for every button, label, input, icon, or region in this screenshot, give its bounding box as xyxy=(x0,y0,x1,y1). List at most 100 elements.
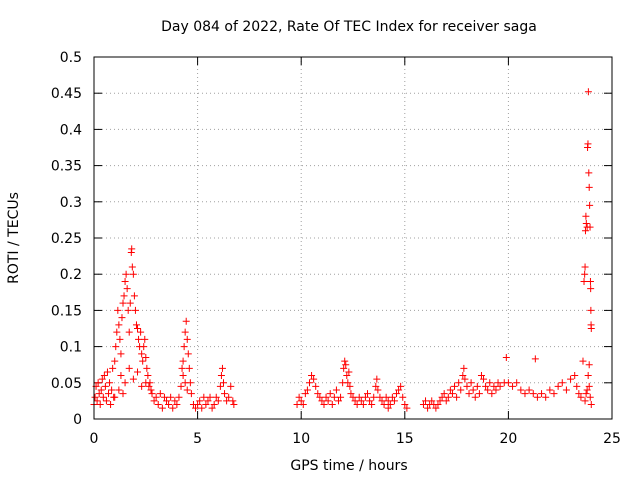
y-tick-label: 0.45 xyxy=(51,86,82,102)
data-point xyxy=(586,277,594,285)
data-point xyxy=(583,386,591,394)
data-point xyxy=(471,393,479,401)
data-point xyxy=(156,390,164,398)
data-point xyxy=(293,401,301,409)
data-point xyxy=(403,404,411,412)
data-point xyxy=(584,140,592,148)
y-tick-label: 0.35 xyxy=(51,159,82,175)
data-point xyxy=(171,397,179,405)
data-point xyxy=(337,393,345,401)
data-point xyxy=(160,393,168,401)
data-point xyxy=(114,306,122,314)
data-point xyxy=(216,382,224,390)
data-point xyxy=(154,401,162,409)
data-point xyxy=(517,386,525,394)
data-point xyxy=(129,270,137,278)
data-point xyxy=(490,382,498,390)
y-tick-label: 0.15 xyxy=(51,303,82,319)
data-point xyxy=(297,397,305,405)
tick-labels: 0 5 10 15 20 25 0 0.05 0.1 0.15 0.2 0.25 0.3 0.35 0.4 0… xyxy=(51,50,621,447)
data-point xyxy=(167,393,175,401)
data-point xyxy=(585,169,593,177)
data-point xyxy=(401,401,409,409)
data-point xyxy=(463,382,471,390)
data-point xyxy=(147,386,155,394)
data-point xyxy=(221,390,229,398)
data-point xyxy=(115,321,123,329)
data-point xyxy=(218,364,226,372)
y-axis-label: ROTI / TECUs xyxy=(6,192,22,284)
data-point xyxy=(140,343,148,351)
x-tick-label: 25 xyxy=(603,431,621,447)
data-point xyxy=(196,397,204,405)
data-point xyxy=(142,353,150,361)
data-point xyxy=(575,390,583,398)
data-point xyxy=(99,393,107,401)
data-point xyxy=(473,382,481,390)
data-point xyxy=(179,372,187,380)
data-point xyxy=(131,306,139,314)
y-tick-label: 0.2 xyxy=(60,267,82,283)
data-point xyxy=(132,321,140,329)
data-point xyxy=(143,364,151,372)
data-point xyxy=(374,386,382,394)
data-point xyxy=(187,390,195,398)
data-point xyxy=(357,397,365,405)
data-point xyxy=(424,404,432,412)
data-point xyxy=(366,397,374,405)
data-point xyxy=(380,401,388,409)
x-tick-label: 5 xyxy=(193,431,202,447)
data-point xyxy=(150,397,158,405)
data-point xyxy=(341,357,349,365)
data-point xyxy=(308,372,316,380)
data-point xyxy=(94,379,102,387)
data-point xyxy=(177,382,185,390)
data-point xyxy=(103,368,111,376)
data-point xyxy=(550,390,558,398)
data-point xyxy=(475,390,483,398)
data-point xyxy=(138,350,146,358)
data-point xyxy=(182,317,190,325)
data-point xyxy=(453,393,461,401)
data-point xyxy=(183,386,191,394)
data-point xyxy=(217,372,225,380)
data-point xyxy=(347,390,355,398)
data-point xyxy=(192,404,200,412)
data-point xyxy=(361,393,369,401)
data-point xyxy=(330,393,338,401)
data-point xyxy=(386,401,394,409)
data-point xyxy=(312,382,320,390)
data-point xyxy=(368,401,376,409)
data-point xyxy=(141,335,149,343)
data-point xyxy=(382,393,390,401)
data-point xyxy=(581,397,589,405)
data-point xyxy=(229,397,237,405)
data-point xyxy=(227,382,235,390)
data-point xyxy=(459,372,467,380)
data-point xyxy=(180,343,188,351)
data-point xyxy=(108,386,116,394)
data-point xyxy=(436,397,444,405)
data-point xyxy=(214,397,222,405)
data-point xyxy=(318,397,326,405)
data-point xyxy=(399,393,407,401)
data-point xyxy=(562,386,570,394)
data-point xyxy=(467,379,475,387)
data-point xyxy=(142,379,150,387)
data-point xyxy=(328,401,336,409)
data-point xyxy=(102,397,110,405)
data-point xyxy=(538,390,546,398)
data-point xyxy=(299,401,307,409)
data-point xyxy=(477,372,485,380)
data-point xyxy=(332,386,340,394)
x-tick-label: 0 xyxy=(90,431,99,447)
data-point xyxy=(126,299,134,307)
data-point xyxy=(577,393,585,401)
data-point xyxy=(509,382,517,390)
data-point xyxy=(581,227,589,235)
data-point xyxy=(546,386,554,394)
data-point xyxy=(533,393,541,401)
data-point xyxy=(95,390,103,398)
data-point xyxy=(438,393,446,401)
